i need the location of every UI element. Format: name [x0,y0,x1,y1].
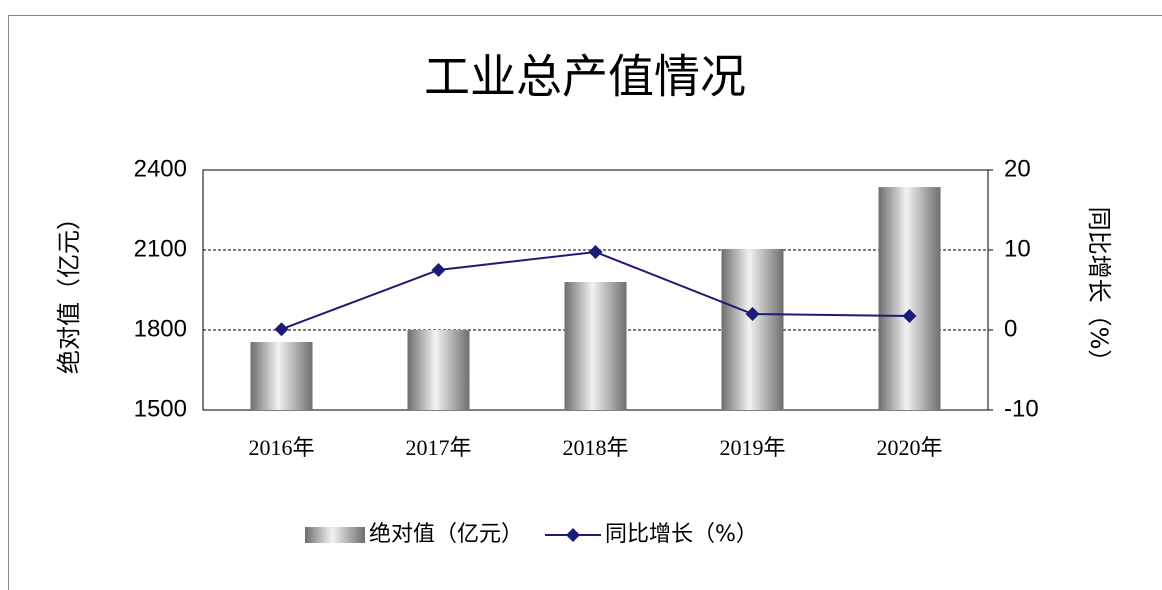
bar [407,330,470,410]
line-marker [274,322,289,337]
y-tick-label: 2400 [134,155,187,182]
legend-marker [566,528,581,542]
y-tick-label: 1800 [134,315,187,342]
y-axis-label: 绝对值（亿元） [55,206,83,374]
y-tick-label: 1500 [134,395,187,422]
legend-swatch [305,527,365,543]
x-tick-label: 2018年 [562,435,628,460]
x-tick-label: 2020年 [876,435,942,460]
bar [721,248,784,410]
line-marker [902,309,917,323]
bar [564,282,627,410]
legend-label: 绝对值（亿元） [369,522,523,547]
y2-tick-label: 10 [1004,235,1031,262]
bar [878,187,941,410]
legend-label: 同比增长（%） [605,522,758,547]
y2-axis-label: 同比增长（%） [1085,207,1113,374]
chart-title: 工业总产值情况 [424,50,746,104]
x-tick-label: 2016年 [248,435,314,460]
y2-tick-label: 0 [1004,315,1017,342]
x-tick-label: 2017年 [405,435,471,460]
line-marker [745,307,760,321]
y2-tick-label: 20 [1004,155,1031,182]
y2-tick-label: -10 [1004,395,1039,422]
chart-border [8,15,1162,590]
bar [250,342,313,410]
x-tick-label: 2019年 [719,435,785,460]
y-tick-label: 2100 [134,235,187,262]
line-marker [431,263,446,277]
line-marker [588,245,603,259]
